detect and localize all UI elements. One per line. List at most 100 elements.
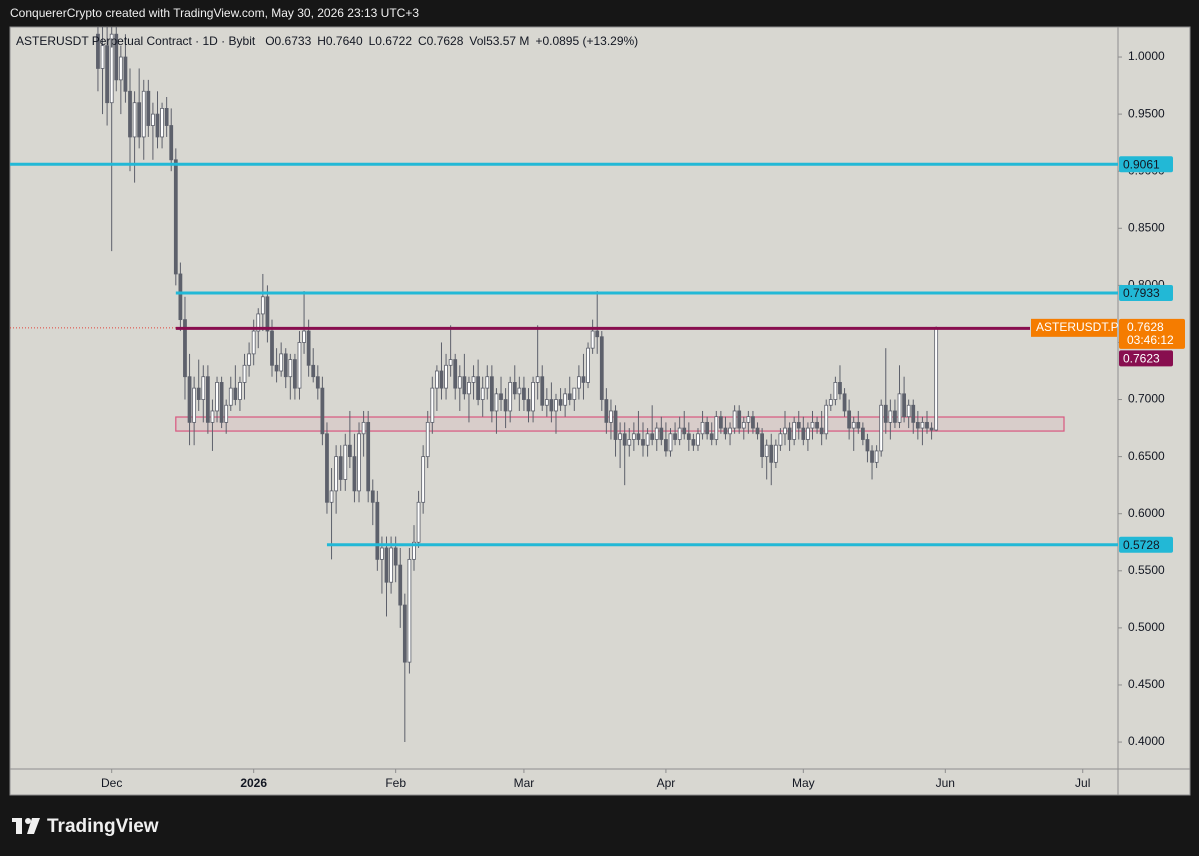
candle-body bbox=[810, 421, 815, 429]
candle-body bbox=[677, 427, 682, 440]
x-tick-label: Mar bbox=[514, 776, 535, 790]
candle-body bbox=[874, 450, 879, 463]
candle-body bbox=[425, 421, 430, 458]
candle-body bbox=[274, 364, 279, 372]
candle-body bbox=[792, 421, 797, 440]
candle-body bbox=[366, 421, 371, 492]
candle-body bbox=[824, 404, 829, 435]
candle-body bbox=[100, 45, 105, 69]
prev-close-label: 0.7623 bbox=[1123, 352, 1160, 366]
candle-body bbox=[164, 108, 169, 126]
candle-body bbox=[696, 433, 700, 446]
candle-body bbox=[402, 604, 407, 663]
candle-body bbox=[650, 433, 655, 440]
x-tick-label: Jun bbox=[936, 776, 955, 790]
candle-body bbox=[137, 102, 142, 138]
candle-body bbox=[581, 376, 586, 383]
candle-body bbox=[618, 433, 622, 440]
candle-body bbox=[751, 416, 755, 429]
legend-item: C0.7628 bbox=[418, 34, 464, 48]
candle-body bbox=[494, 393, 499, 412]
candle-body bbox=[682, 427, 687, 435]
candle-body bbox=[714, 416, 719, 440]
candle-body bbox=[334, 456, 339, 492]
candle-body bbox=[613, 410, 618, 440]
candle-body bbox=[260, 296, 265, 315]
candle-body bbox=[169, 125, 174, 161]
candle-body bbox=[526, 399, 531, 412]
candle-body bbox=[686, 433, 691, 440]
candle-body bbox=[347, 444, 352, 458]
candle-body bbox=[718, 416, 723, 429]
candle-body bbox=[128, 90, 132, 138]
candle-body bbox=[599, 336, 604, 400]
candle-body bbox=[315, 376, 320, 389]
candle-body bbox=[783, 427, 787, 435]
candle-body bbox=[338, 456, 343, 480]
candle-body bbox=[109, 33, 114, 104]
candle-body bbox=[664, 439, 668, 452]
candle-body bbox=[320, 387, 325, 435]
candle-body bbox=[531, 382, 535, 412]
candle-body bbox=[737, 410, 742, 429]
brand-logo bbox=[12, 818, 40, 834]
candle-body bbox=[265, 296, 270, 332]
x-tick-label: Apr bbox=[657, 776, 676, 790]
candle-body bbox=[746, 416, 751, 423]
candle-body bbox=[476, 376, 481, 400]
candle-body bbox=[595, 330, 600, 338]
candle-body bbox=[132, 102, 137, 138]
candle-body bbox=[705, 421, 710, 435]
candle-body bbox=[444, 364, 448, 389]
y-tick-label: 0.8500 bbox=[1128, 220, 1165, 234]
candle-body bbox=[815, 421, 819, 429]
candle-body bbox=[467, 382, 471, 395]
candle-body bbox=[325, 433, 329, 503]
candle-body bbox=[430, 387, 435, 423]
legend-item: Vol53.57 M bbox=[469, 34, 529, 48]
candle-body bbox=[306, 330, 311, 366]
candle-body bbox=[201, 376, 206, 400]
candle-body bbox=[631, 433, 636, 440]
candle-body bbox=[819, 427, 824, 435]
candle-body bbox=[915, 421, 920, 429]
level-label-bg bbox=[1119, 285, 1173, 302]
candle-body bbox=[247, 353, 251, 366]
candle-body bbox=[412, 541, 416, 560]
candle-body bbox=[480, 387, 485, 400]
candle-body bbox=[842, 393, 847, 412]
candle-body bbox=[522, 387, 526, 400]
candle-body bbox=[448, 359, 453, 366]
candle-body bbox=[906, 404, 911, 418]
candle-body bbox=[700, 421, 705, 435]
candle-body bbox=[471, 376, 476, 383]
candle-body bbox=[929, 427, 934, 431]
candle-body bbox=[604, 399, 609, 423]
candle-body bbox=[508, 382, 513, 412]
candle-body bbox=[732, 410, 737, 429]
candle-body bbox=[925, 421, 929, 429]
candle-body bbox=[576, 376, 581, 389]
candle-body bbox=[489, 376, 494, 412]
candle-body bbox=[641, 439, 645, 446]
candle-body bbox=[155, 113, 160, 138]
candle-body bbox=[934, 327, 939, 431]
y-tick-label: 0.7000 bbox=[1128, 392, 1165, 406]
candle-body bbox=[902, 393, 906, 418]
candle-body bbox=[558, 399, 563, 406]
candle-body bbox=[888, 410, 893, 423]
candle-body bbox=[517, 387, 522, 395]
legend-item: +0.0895 (+13.29%) bbox=[535, 34, 638, 48]
candle-body bbox=[828, 399, 833, 406]
candle-body bbox=[801, 427, 806, 440]
legend-item: H0.7640 bbox=[317, 34, 363, 48]
level-label-bg bbox=[1119, 156, 1173, 173]
prev-close-bg bbox=[1119, 350, 1173, 367]
candle-body bbox=[499, 393, 503, 400]
y-tick-label: 0.5500 bbox=[1128, 563, 1165, 577]
candle-body bbox=[787, 427, 792, 440]
panel bbox=[9, 26, 1191, 796]
attribution: ConquererCrypto created with TradingView… bbox=[10, 6, 419, 20]
candle-body bbox=[228, 387, 233, 406]
candle-body bbox=[141, 90, 146, 138]
